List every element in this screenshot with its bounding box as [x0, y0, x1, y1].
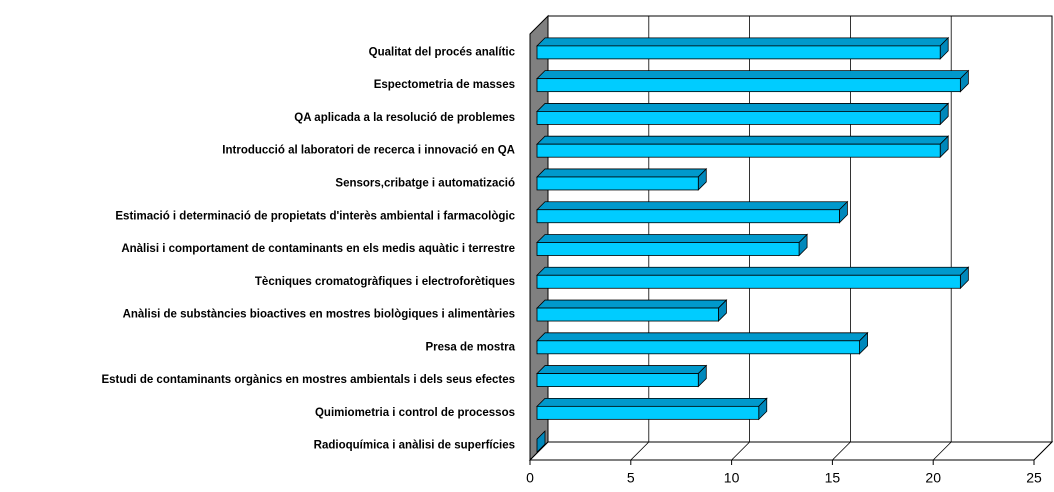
- category-label: Estudi de contaminants orgànics en mostr…: [101, 374, 515, 386]
- category-label: Presa de mostra: [426, 341, 516, 353]
- bar-front: [536, 405, 760, 420]
- category-label: Estimació i determinació de propietats d…: [115, 210, 515, 222]
- category-label: Sensors,cribatge i automatizació: [335, 177, 515, 189]
- bar-top: [536, 201, 849, 211]
- bar: [536, 36, 950, 60]
- bar-top: [536, 70, 970, 80]
- bar-top: [536, 37, 950, 47]
- bar-top: [536, 266, 970, 276]
- bar-front: [536, 45, 941, 60]
- category-label: Tècniques cromatogràfiques i electroforè…: [255, 276, 515, 288]
- bar-top: [536, 135, 950, 145]
- x-tick-label: 25: [1026, 470, 1042, 486]
- grid-line: [832, 16, 851, 461]
- bar-front: [536, 307, 719, 322]
- bar-front: [536, 143, 941, 158]
- bar: [536, 167, 708, 191]
- bar-top: [536, 168, 708, 178]
- category-label: Qualitat del procés analític: [369, 46, 516, 58]
- bar: [536, 69, 970, 93]
- bar-top: [536, 299, 728, 309]
- bar: [536, 135, 950, 159]
- x-tick-label: 0: [526, 470, 534, 486]
- x-tick-label: 5: [627, 470, 635, 486]
- bar: [536, 397, 768, 421]
- bar-front: [536, 340, 860, 355]
- bar-side: [536, 430, 546, 454]
- bar-top: [536, 234, 809, 243]
- bar: [536, 200, 849, 224]
- category-label: Anàlisi i comportament de contaminants e…: [121, 243, 515, 255]
- category-label: Espectometria de masses: [374, 79, 515, 91]
- bar-front: [536, 274, 961, 289]
- category-label: Quimiometria i control de processos: [315, 407, 515, 419]
- x-tick-label: 20: [925, 470, 941, 486]
- bar: [536, 266, 970, 290]
- grid-line: [1033, 16, 1053, 461]
- bar-top: [536, 103, 950, 112]
- bar-front: [536, 209, 840, 224]
- bar-front: [536, 242, 800, 256]
- grid-line: [630, 16, 650, 461]
- bar-front: [536, 176, 699, 191]
- floor: [528, 441, 1054, 461]
- category-label: Anàlisi de substàncies bioactives en mos…: [123, 309, 515, 321]
- bar-top: [536, 332, 869, 342]
- bar: [536, 233, 809, 257]
- category-label: Introducció al laboratori de recerca i i…: [222, 145, 515, 157]
- bar-top: [536, 397, 768, 407]
- bar: [536, 102, 950, 126]
- bar-top: [536, 365, 708, 374]
- bar: [536, 430, 546, 454]
- bar-front: [536, 78, 961, 93]
- category-label: QA aplicada a la resolució de problemes: [294, 112, 515, 124]
- category-label: Radioquímica i anàlisi de superfícies: [314, 440, 515, 452]
- grid-line: [932, 16, 952, 461]
- bar: [536, 331, 869, 355]
- grid-line: [529, 16, 549, 461]
- x-tick-label: 15: [825, 470, 841, 486]
- bar: [536, 364, 708, 388]
- grid-line: [731, 16, 750, 461]
- x-tick-label: 10: [724, 470, 740, 486]
- bar-front: [536, 373, 699, 387]
- bar-front: [536, 111, 941, 125]
- bar: [536, 299, 728, 323]
